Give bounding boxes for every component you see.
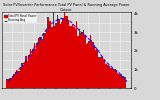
Bar: [58, 19, 60, 88]
Bar: [77, 36, 79, 88]
Bar: [21, 63, 23, 88]
Bar: [102, 56, 103, 88]
Bar: [12, 76, 13, 88]
Bar: [116, 70, 117, 88]
Bar: [87, 43, 88, 88]
Bar: [16, 70, 17, 88]
Bar: [45, 33, 46, 88]
Bar: [125, 77, 126, 88]
Bar: [105, 64, 106, 88]
Bar: [50, 21, 51, 88]
Bar: [75, 29, 76, 88]
Bar: [46, 30, 47, 88]
Legend: Total PV Panel Power, Running Avg: Total PV Panel Power, Running Avg: [3, 13, 37, 23]
Bar: [34, 43, 35, 88]
Bar: [53, 11, 54, 88]
Bar: [51, 28, 53, 88]
Bar: [8, 79, 9, 88]
Bar: [54, 26, 56, 88]
Bar: [61, 22, 62, 88]
Title: Solar PV/Inverter Performance Total PV Panel & Running Average Power Output: Solar PV/Inverter Performance Total PV P…: [3, 3, 130, 12]
Bar: [99, 57, 100, 88]
Bar: [109, 66, 110, 88]
Bar: [64, 9, 65, 88]
Bar: [43, 33, 45, 88]
Bar: [114, 69, 116, 88]
Bar: [24, 62, 25, 88]
Bar: [79, 29, 80, 88]
Bar: [10, 78, 12, 88]
Bar: [100, 57, 102, 88]
Bar: [30, 50, 31, 88]
Bar: [103, 60, 105, 88]
Bar: [110, 68, 111, 88]
Bar: [19, 71, 20, 88]
Bar: [68, 20, 69, 88]
Bar: [17, 71, 19, 88]
Bar: [106, 64, 107, 88]
Bar: [56, 23, 57, 88]
Bar: [90, 35, 91, 88]
Bar: [65, 16, 66, 88]
Bar: [81, 32, 83, 88]
Bar: [57, 15, 58, 88]
Bar: [96, 49, 98, 88]
Bar: [122, 76, 124, 88]
Bar: [91, 40, 92, 88]
Bar: [80, 33, 81, 88]
Bar: [76, 21, 77, 88]
Bar: [40, 37, 42, 88]
Bar: [36, 43, 38, 88]
Bar: [111, 68, 113, 88]
Bar: [35, 49, 36, 88]
Bar: [31, 54, 32, 88]
Bar: [49, 22, 50, 88]
Bar: [38, 38, 39, 88]
Bar: [98, 57, 99, 88]
Bar: [60, 24, 61, 88]
Bar: [124, 76, 125, 88]
Bar: [69, 26, 71, 88]
Bar: [107, 65, 109, 88]
Bar: [73, 27, 75, 88]
Bar: [84, 35, 85, 88]
Bar: [32, 49, 34, 88]
Bar: [42, 39, 43, 88]
Bar: [20, 68, 21, 88]
Bar: [39, 37, 40, 88]
Bar: [113, 69, 114, 88]
Bar: [28, 55, 30, 88]
Bar: [13, 74, 15, 88]
Bar: [94, 45, 95, 88]
Bar: [83, 30, 84, 88]
Bar: [121, 74, 122, 88]
Bar: [9, 78, 10, 88]
Bar: [118, 74, 120, 88]
Bar: [85, 44, 87, 88]
Bar: [27, 61, 28, 88]
Bar: [71, 26, 72, 88]
Bar: [47, 18, 49, 88]
Bar: [25, 56, 27, 88]
Bar: [23, 65, 24, 88]
Bar: [6, 79, 8, 88]
Bar: [88, 41, 90, 88]
Bar: [62, 18, 64, 88]
Bar: [95, 50, 96, 88]
Bar: [120, 74, 121, 88]
Bar: [72, 24, 73, 88]
Bar: [66, 16, 68, 88]
Bar: [117, 72, 118, 88]
Bar: [15, 72, 16, 88]
Bar: [92, 42, 94, 88]
